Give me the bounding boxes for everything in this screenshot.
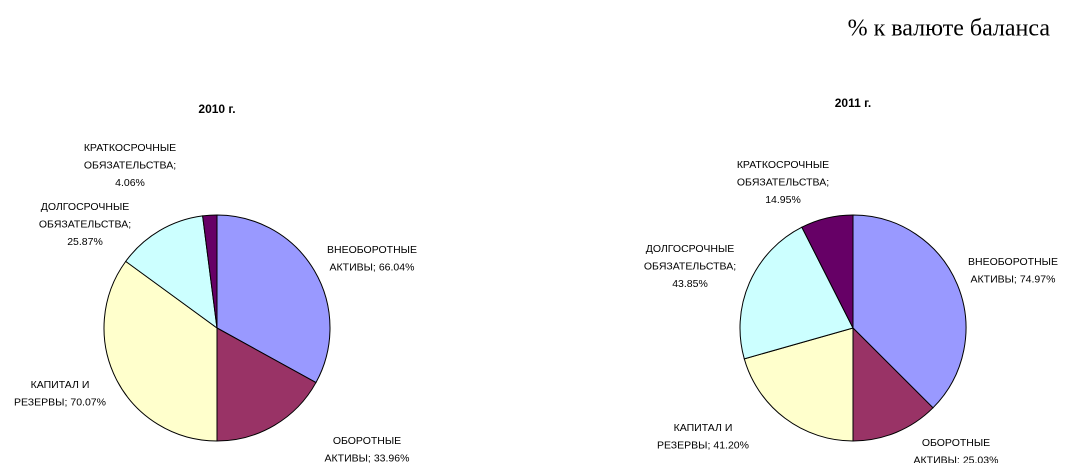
label-line: КАПИТАЛ И	[674, 422, 733, 434]
slice-label: ОБОРОТНЫЕ АКТИВЫ;	[325, 435, 402, 463]
pie-slice	[801, 214, 854, 329]
slice-label: КРАТКОСРОЧНЫЕ ОБЯЗАТЕЛЬСТВА;	[737, 159, 829, 189]
label-line: ВНЕОБОРОТНЫЕ	[968, 256, 1058, 268]
value-label: 4.06%	[115, 177, 145, 189]
pie-slice	[739, 226, 854, 360]
label-line: ОБЯЗАТЕЛЬСТВА;	[39, 218, 131, 230]
slice-label: ДОЛГОСРОЧНЫЕ ОБЯЗАТЕЛЬСТВА;	[644, 243, 736, 273]
label-line: ОБОРОТНЫЕ	[922, 437, 990, 449]
label-line: КАПИТАЛ И	[31, 379, 90, 391]
value-label: 14.95%	[765, 194, 801, 206]
label-line: ВНЕОБОРОТНЫЕ	[327, 244, 417, 256]
label-line: АКТИВЫ;	[330, 261, 376, 273]
value-label: 41.20%	[713, 439, 749, 451]
value-label: 25.03%	[963, 454, 999, 463]
value-label: 33.96%	[374, 452, 410, 463]
pie-slice	[743, 327, 854, 442]
label-line: АКТИВЫ;	[971, 273, 1017, 285]
pie-slice	[216, 214, 331, 384]
label-line: РЕЗЕРВЫ;	[14, 396, 67, 408]
pie-slice	[852, 214, 967, 409]
value-label: 43.85%	[672, 278, 708, 290]
slice-label: КАПИТАЛ И РЕЗЕРВЫ;	[657, 422, 732, 452]
slice-label: ВНЕОБОРОТНЫЕ АКТИВЫ;	[968, 256, 1058, 286]
value-label: 74.97%	[1020, 273, 1056, 285]
pie-slice	[852, 326, 934, 442]
chart-title: 2010 г.	[198, 102, 235, 116]
label-line: КРАТКОСРОЧНЫЕ	[737, 159, 829, 171]
label-line: ОБЯЗАТЕЛЬСТВА;	[84, 159, 176, 171]
label-line: РЕЗЕРВЫ;	[657, 439, 710, 451]
label-line: КРАТКОСРОЧНЫЕ	[84, 142, 176, 154]
slice-label: ВНЕОБОРОТНЫЕ АКТИВЫ;	[327, 244, 417, 274]
label-line: ДОЛГОСРОЧНЫЕ	[41, 201, 130, 213]
pie-slice	[202, 214, 218, 329]
label-line: ОБЯЗАТЕЛЬСТВА;	[737, 176, 829, 188]
label-line: АКТИВЫ;	[914, 454, 960, 463]
pie-slice	[216, 327, 317, 442]
slice-label: ОБОРОТНЫЕ АКТИВЫ;	[914, 437, 991, 463]
pie-slice	[125, 215, 218, 330]
label-line: ОБОРОТНЫЕ	[333, 435, 401, 447]
pie-slice	[103, 260, 218, 442]
label-line: ОБЯЗАТЕЛЬСТВА;	[644, 260, 736, 272]
value-label: 66.04%	[379, 261, 415, 273]
slice-label: КАПИТАЛ И РЕЗЕРВЫ;	[14, 379, 89, 409]
slice-label: ДОЛГОСРОЧНЫЕ ОБЯЗАТЕЛЬСТВА;	[39, 201, 131, 231]
chart-title: 2011 г.	[835, 96, 872, 110]
value-label: 25.87%	[67, 236, 103, 248]
slice-label: КРАТКОСРОЧНЫЕ ОБЯЗАТЕЛЬСТВА;	[84, 142, 176, 172]
label-line: АКТИВЫ;	[325, 452, 371, 463]
label-line: ДОЛГОСРОЧНЫЕ	[646, 243, 735, 255]
value-label: 70.07%	[70, 396, 106, 408]
page-title: % к валюте баланса	[848, 16, 1051, 42]
